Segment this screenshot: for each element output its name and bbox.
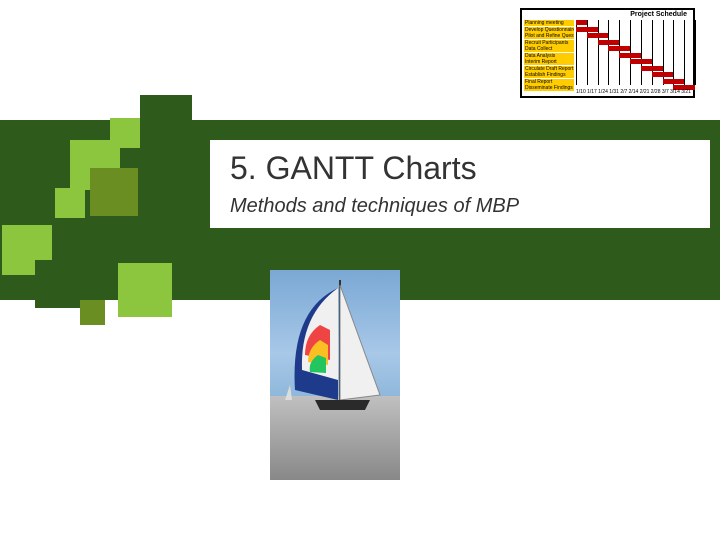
deco-square — [90, 168, 138, 216]
gantt-x-label: 2/14 — [629, 89, 639, 95]
deco-square — [140, 95, 192, 147]
gantt-bar — [641, 66, 663, 71]
gantt-bar — [663, 79, 685, 84]
gantt-x-label: 1/24 — [598, 89, 608, 95]
gantt-row-label: Recruit Participants — [524, 40, 574, 46]
gantt-bar — [576, 27, 598, 32]
gantt-row-label: Interim Report — [524, 59, 574, 65]
gantt-row-label: Develop Questionnaire — [524, 27, 574, 33]
gantt-x-label: 2/28 — [651, 89, 661, 95]
deco-square — [118, 263, 172, 317]
gantt-row-label: Disseminate Findings — [524, 85, 574, 91]
gantt-row-label: Establish Findings — [524, 72, 574, 78]
gantt-x-label: 1/17 — [587, 89, 597, 95]
gantt-x-label: 3/14 — [670, 89, 680, 95]
gantt-x-label: 1/31 — [609, 89, 619, 95]
gantt-row-label: Data Analysis — [524, 53, 574, 59]
gantt-row-label: Data Collect — [524, 46, 574, 52]
gantt-row-label: Final Report — [524, 79, 574, 85]
deco-square — [35, 260, 83, 308]
gantt-x-label: 2/21 — [640, 89, 650, 95]
gantt-x-label: 3/7 — [662, 89, 669, 95]
gantt-row-labels: Planning meetingDevelop QuestionnairePil… — [524, 20, 574, 92]
gantt-x-axis: 1/101/171/241/312/72/142/212/283/73/143/… — [576, 89, 691, 95]
gantt-bar — [587, 33, 609, 38]
gantt-row-label: Circulate Draft Report — [524, 66, 574, 72]
deco-square — [80, 300, 105, 325]
gantt-x-label: 2/7 — [620, 89, 627, 95]
slide-title: 5. GANTT Charts — [230, 150, 690, 187]
title-box: 5. GANTT Charts Methods and techniques o… — [210, 140, 710, 228]
gantt-bar — [598, 40, 620, 45]
gantt-bar — [630, 59, 652, 64]
gantt-title: Project Schedule — [630, 11, 687, 18]
gantt-chart-thumbnail: Project Schedule Planning meetingDevelop… — [520, 8, 695, 98]
gantt-row-label: Planning meeting — [524, 20, 574, 26]
gantt-bar — [608, 46, 630, 51]
slide-subtitle: Methods and techniques of MBP — [230, 195, 690, 218]
sailboat-svg — [270, 270, 400, 480]
gantt-bar — [576, 20, 587, 25]
deco-square — [55, 188, 85, 218]
gantt-bar — [619, 53, 641, 58]
gantt-x-label: 1/10 — [576, 89, 586, 95]
gantt-grid — [576, 20, 691, 85]
gantt-bar — [652, 72, 674, 77]
gantt-row-label: Pilot and Refine Questionnaire — [524, 33, 574, 39]
sailboat-image — [270, 270, 400, 480]
gantt-x-label: 3/21 — [681, 89, 691, 95]
